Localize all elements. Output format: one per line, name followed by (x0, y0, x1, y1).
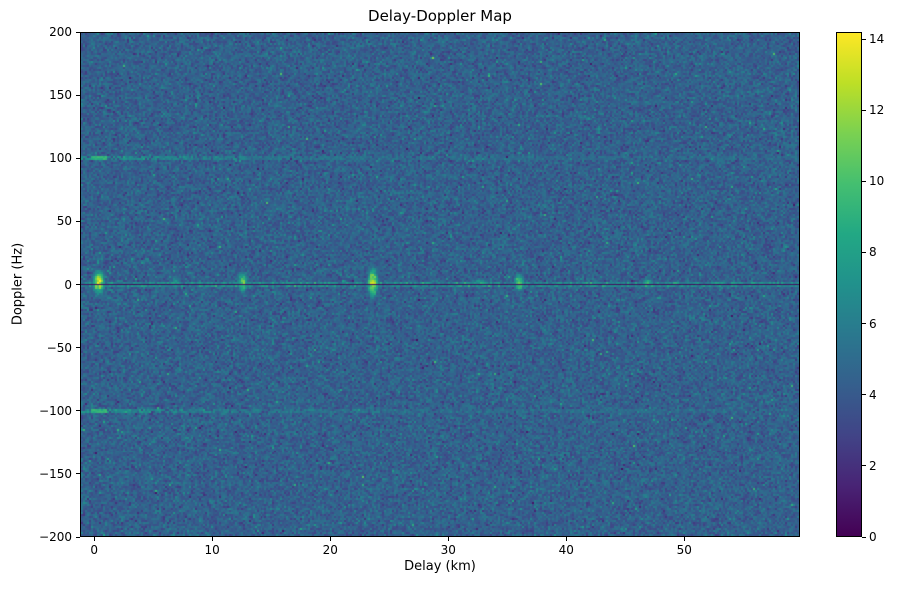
y-tick-label: 0 (64, 277, 72, 292)
colorbar-tick-mark (862, 251, 866, 253)
colorbar-tick-mark (862, 180, 866, 182)
colorbar-tick-mark (862, 394, 866, 396)
x-tick-mark (565, 537, 567, 541)
colorbar (836, 32, 862, 537)
y-tick-mark (76, 410, 80, 412)
y-tick-label: −150 (39, 466, 72, 481)
y-tick-mark (76, 157, 80, 159)
colorbar-tick-mark (862, 536, 866, 538)
colorbar-tick-label: 10 (869, 174, 885, 189)
colorbar-tick-mark (862, 38, 866, 40)
colorbar-tick-label: 12 (869, 103, 885, 118)
x-tick-mark (447, 537, 449, 541)
y-tick-label: −50 (46, 340, 72, 355)
colorbar-gradient (837, 33, 861, 536)
y-tick-mark (76, 220, 80, 222)
colorbar-tick-mark (862, 109, 866, 111)
y-tick-label: −200 (39, 530, 72, 544)
x-tick-label: 30 (440, 543, 456, 557)
y-tick-label: 100 (49, 151, 72, 166)
y-tick-mark (76, 536, 80, 538)
y-tick-label: 50 (56, 214, 72, 229)
x-tick-mark (211, 537, 213, 541)
plot-area (80, 32, 800, 537)
y-tick-label: 150 (49, 88, 72, 103)
x-tick-mark (93, 537, 95, 541)
y-tick-label: −100 (39, 403, 72, 418)
colorbar-tick-label: 0 (869, 530, 877, 544)
y-tick-mark (76, 347, 80, 349)
x-tick-label: 0 (90, 543, 98, 557)
x-tick-label: 10 (204, 543, 220, 557)
x-tick-label: 50 (676, 543, 692, 557)
heatmap-canvas (81, 33, 799, 536)
colorbar-tick-label: 6 (869, 316, 877, 331)
x-tick-label: 20 (322, 543, 338, 557)
plot-title: Delay-Doppler Map (368, 7, 512, 25)
x-tick-label: 40 (558, 543, 574, 557)
colorbar-tick-mark (862, 323, 866, 325)
y-tick-label: 200 (49, 25, 72, 39)
colorbar-tick-label: 2 (869, 458, 877, 473)
y-tick-mark (76, 94, 80, 96)
x-axis-label: Delay (km) (404, 559, 476, 574)
colorbar-tick-mark (862, 465, 866, 467)
x-tick-mark (683, 537, 685, 541)
y-axis-label: Doppler (Hz) (10, 242, 26, 326)
y-tick-mark (76, 31, 80, 33)
colorbar-tick-label: 4 (869, 387, 877, 402)
colorbar-tick-label: 14 (869, 32, 885, 47)
colorbar-tick-label: 8 (869, 245, 877, 260)
x-tick-mark (329, 537, 331, 541)
y-tick-mark (76, 284, 80, 285)
y-tick-mark (76, 473, 80, 475)
